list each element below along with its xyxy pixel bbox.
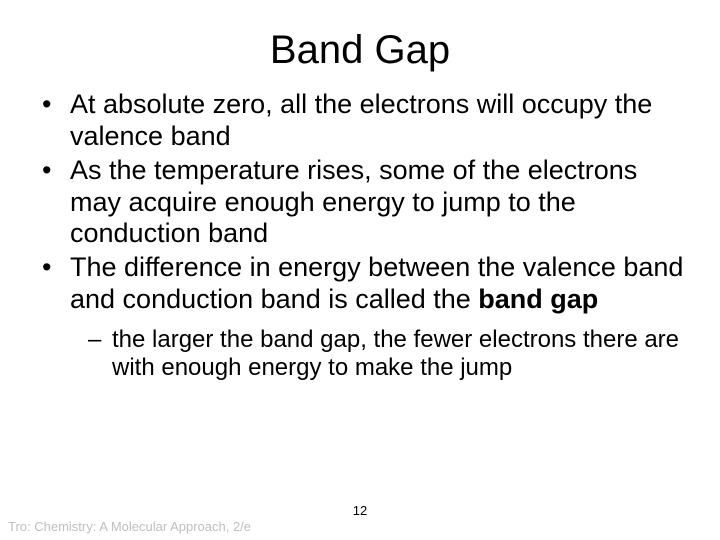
footer-text: Tro: Chemistry: A Molecular Approach, 2/… bbox=[8, 519, 251, 534]
bullet-list: At absolute zero, all the electrons will… bbox=[32, 89, 688, 383]
bullet-text: At absolute zero, all the electrons will… bbox=[70, 89, 652, 151]
slide: Band Gap At absolute zero, all the elect… bbox=[0, 0, 720, 540]
sub-bullet-item: the larger the band gap, the fewer elect… bbox=[88, 326, 688, 383]
bullet-item: The difference in energy between the val… bbox=[42, 252, 688, 382]
page-number: 12 bbox=[353, 503, 367, 518]
slide-title: Band Gap bbox=[32, 28, 688, 73]
bold-term: band gap bbox=[478, 284, 598, 314]
bullet-item: As the temperature rises, some of the el… bbox=[42, 155, 688, 251]
sub-bullet-text: the larger the band gap, the fewer elect… bbox=[112, 326, 679, 381]
bullet-item: At absolute zero, all the electrons will… bbox=[42, 89, 688, 153]
bullet-text: As the temperature rises, some of the el… bbox=[70, 155, 637, 249]
sub-bullet-list: the larger the band gap, the fewer elect… bbox=[70, 326, 688, 383]
